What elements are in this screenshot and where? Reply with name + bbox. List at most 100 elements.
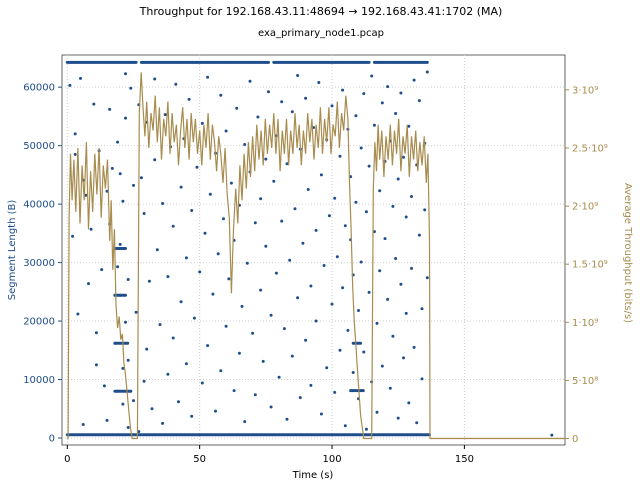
- data-point-953: [407, 401, 411, 405]
- data-point-823: [200, 121, 204, 125]
- data-point-875: [296, 296, 300, 300]
- data-point-747: [73, 152, 77, 156]
- data-point-944: [396, 416, 400, 420]
- y2-tick-label-1: 5·10⁸: [572, 376, 598, 387]
- data-point-774: [118, 293, 122, 297]
- data-point-765: [110, 166, 114, 170]
- data-point-941: [391, 334, 395, 338]
- data-point-960: [417, 233, 421, 237]
- data-point-752: [84, 193, 88, 197]
- data-point-889: [319, 173, 323, 177]
- data-point-815: [184, 362, 188, 366]
- data-point-874: [293, 207, 297, 211]
- y2-tick-label-4: 2·10⁹: [572, 202, 598, 213]
- data-point-777: [121, 199, 125, 203]
- data-point-833: [219, 369, 223, 373]
- data-point-773: [118, 242, 122, 246]
- data-point-891: [322, 264, 326, 267]
- data-point-947: [399, 91, 403, 95]
- data-point-935: [383, 237, 387, 241]
- data-point-797: [153, 77, 157, 81]
- y-tick-label-3: 30000: [23, 258, 55, 269]
- data-point-764: [108, 107, 112, 111]
- data-point-791: [142, 379, 146, 383]
- data-point-868: [282, 327, 286, 331]
- data-point-769: [116, 389, 120, 393]
- data-point-794: [145, 347, 149, 351]
- data-point-861: [269, 405, 273, 409]
- y-tick-label-0: 0: [49, 433, 55, 444]
- data-point-898: [333, 196, 337, 200]
- data-point-749: [79, 76, 82, 80]
- data-point-962: [420, 307, 424, 311]
- data-point-65: [134, 60, 138, 64]
- data-point-950: [404, 215, 408, 219]
- data-point-867: [280, 100, 284, 104]
- data-point-948: [402, 356, 405, 360]
- data-point-730: [359, 341, 363, 345]
- data-point-776: [121, 402, 125, 406]
- data-point-936: [386, 297, 390, 301]
- data-point-926: [372, 230, 376, 234]
- data-point-911: [351, 371, 355, 374]
- y2-tick-label-6: 3·10⁹: [572, 85, 598, 96]
- data-point-753: [87, 282, 90, 286]
- y2-tick-label-0: 0: [572, 434, 578, 445]
- data-point-912: [354, 114, 358, 118]
- data-point-693: [124, 293, 127, 297]
- data-point-831: [216, 252, 220, 256]
- data-point-810: [177, 400, 180, 404]
- data-point-827: [208, 192, 212, 196]
- data-point-932: [380, 101, 384, 105]
- data-point-927: [372, 123, 376, 127]
- data-point-809: [174, 82, 178, 86]
- data-point-789: [137, 430, 141, 434]
- data-point-968: [550, 433, 554, 437]
- x-tick-label-3: 150: [455, 454, 474, 465]
- data-point-820: [195, 165, 199, 169]
- y-axis-label: Segment Length (B): [7, 200, 18, 301]
- data-point-781: [126, 358, 130, 362]
- data-point-779: [124, 72, 127, 76]
- data-point-879: [301, 241, 305, 245]
- data-point-722: [129, 389, 133, 393]
- data-point-895: [330, 302, 334, 306]
- x-axis-label: Time (s): [292, 470, 334, 481]
- data-point-902: [341, 88, 345, 92]
- data-point-884: [309, 383, 313, 387]
- data-point-851: [253, 221, 257, 225]
- data-point-853: [256, 115, 260, 119]
- x-tick-label-0: 0: [64, 454, 70, 465]
- data-point-923: [367, 290, 371, 294]
- data-point-919: [362, 350, 366, 354]
- data-point-277: [367, 60, 371, 64]
- data-point-834: [222, 217, 225, 221]
- x-tick-label-1: 50: [193, 454, 206, 465]
- data-point-782: [126, 426, 130, 429]
- data-point-802: [161, 421, 165, 425]
- data-point-837: [227, 277, 231, 281]
- data-point-800: [158, 323, 162, 327]
- data-point-796: [150, 407, 154, 411]
- data-point-963: [420, 377, 424, 381]
- y-tick-label-6: 60000: [23, 83, 55, 94]
- data-point-928: [375, 321, 379, 325]
- y2-tick-label-3: 1.5·10⁹: [572, 260, 608, 271]
- y-tick-label-4: 40000: [23, 200, 55, 211]
- data-point-877: [298, 396, 302, 400]
- data-point-801: [161, 202, 165, 205]
- data-point-882: [306, 188, 310, 191]
- data-point-883: [309, 284, 313, 288]
- data-point-961: [417, 99, 421, 103]
- data-point-876: [296, 74, 300, 77]
- data-point-855: [259, 197, 263, 201]
- data-point-682: [124, 247, 127, 250]
- data-point-956: [412, 78, 416, 82]
- data-point-811: [179, 185, 183, 189]
- data-point-850: [251, 331, 255, 335]
- data-point-844: [240, 304, 244, 308]
- data-point-768: [113, 341, 117, 345]
- data-point-787: [134, 310, 138, 314]
- data-point-872: [290, 110, 294, 114]
- data-point-859: [267, 90, 270, 94]
